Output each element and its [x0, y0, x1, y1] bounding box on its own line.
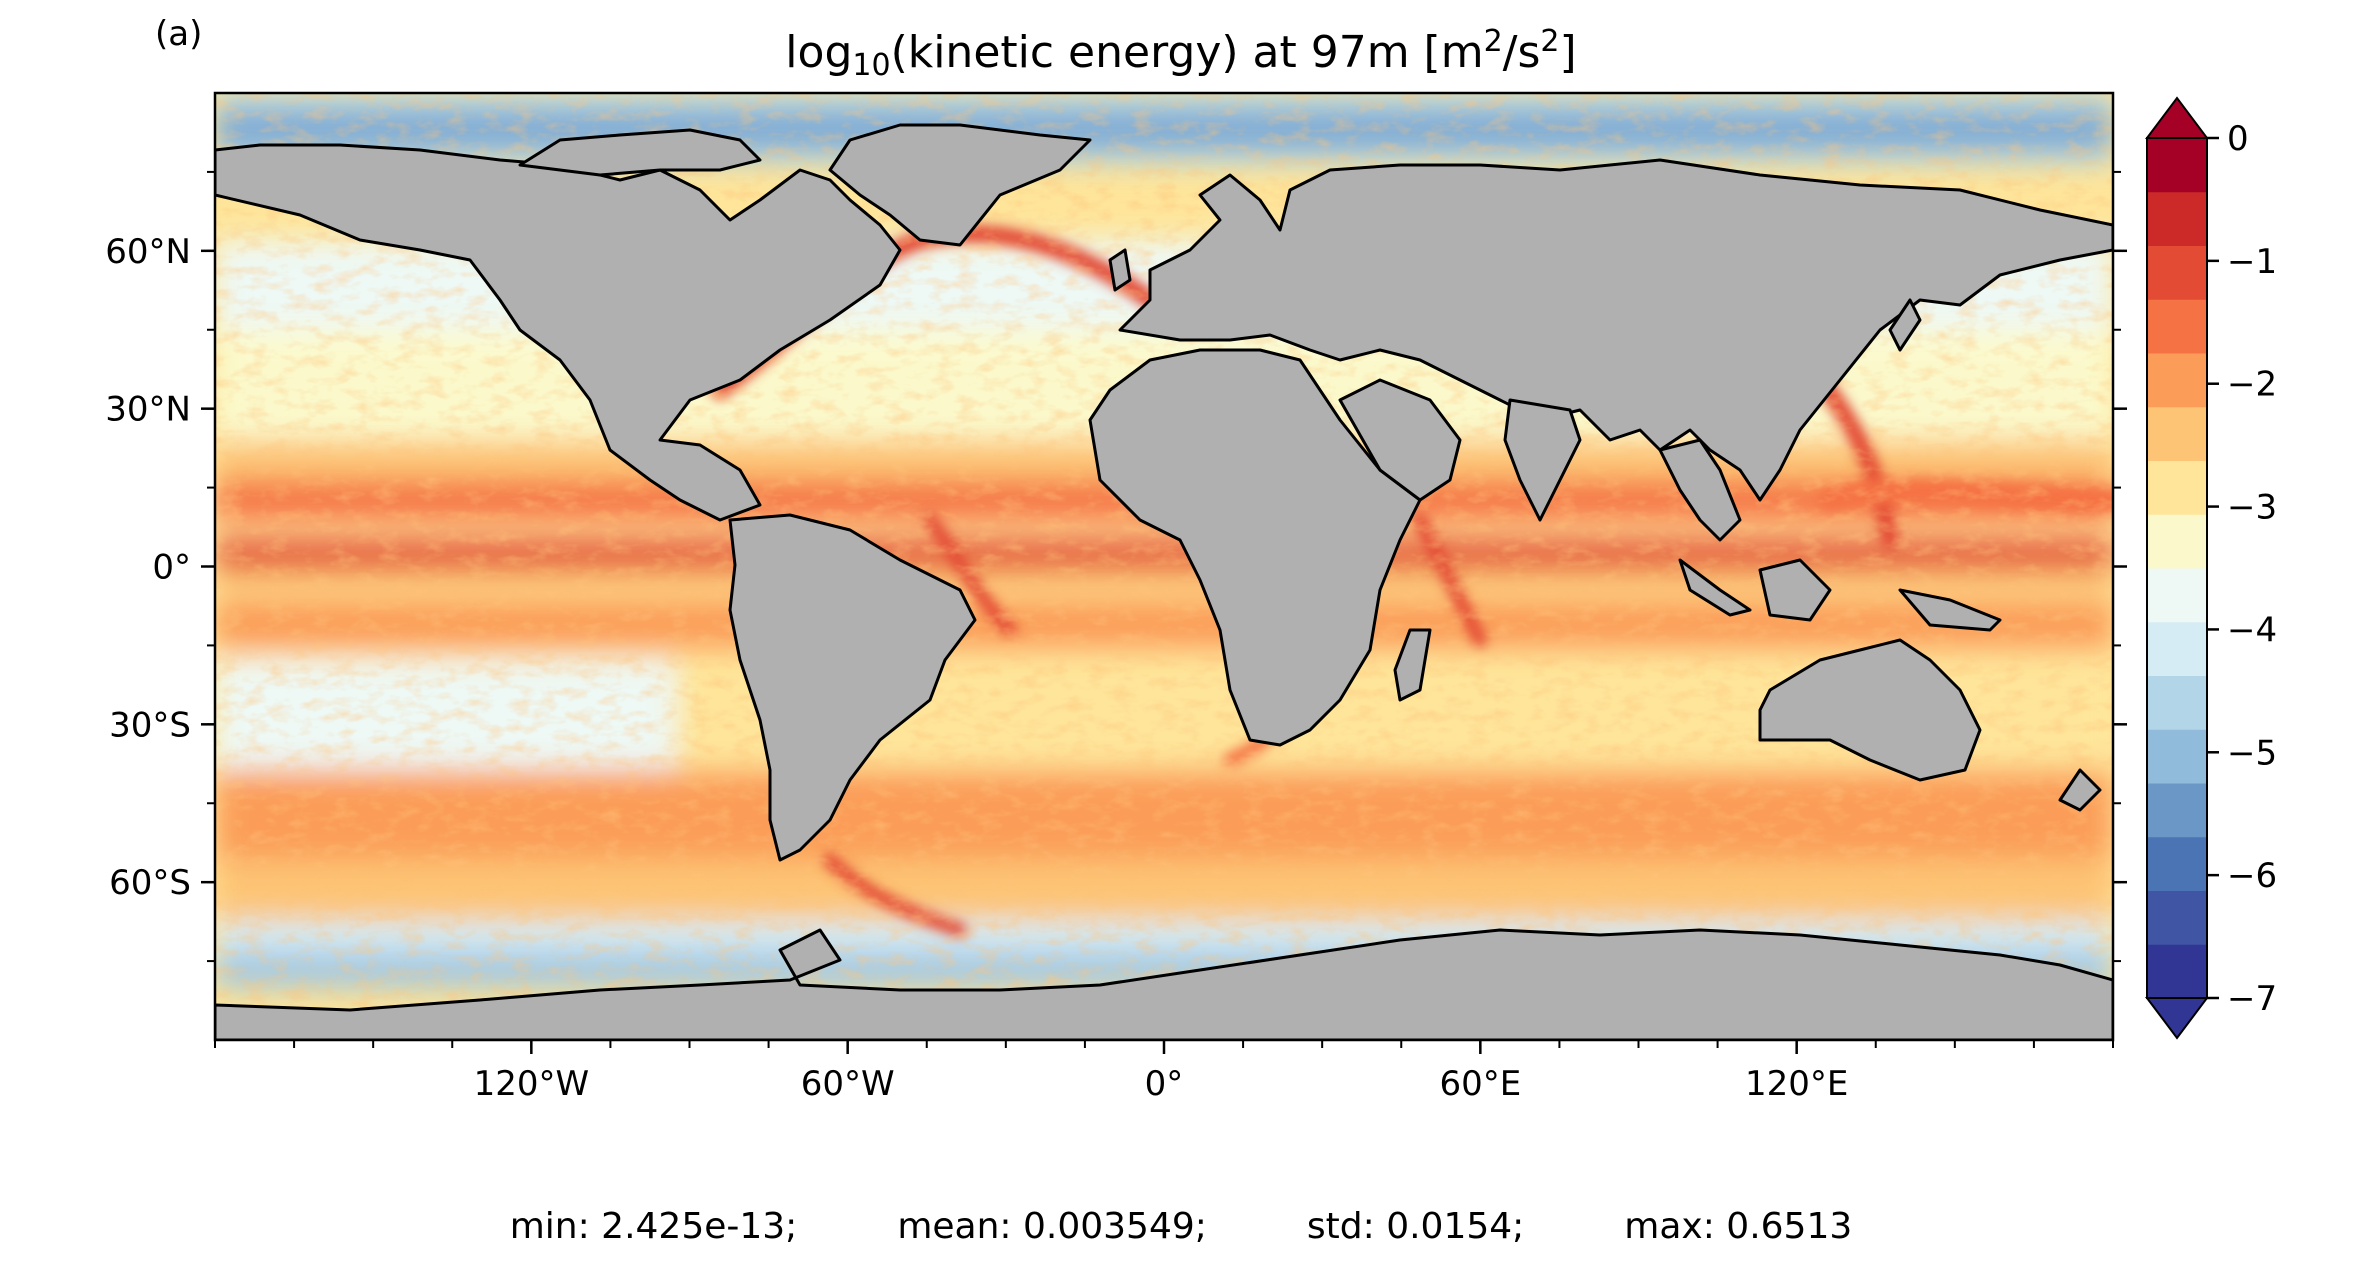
colorbar-tick-label: −6 — [2227, 856, 2277, 896]
colorbar-segment — [2147, 729, 2207, 784]
land-uk — [1108, 248, 1132, 292]
colorbar-segment — [2147, 568, 2207, 623]
colorbar-segment — [2147, 299, 2207, 354]
land-greenland — [828, 123, 1092, 247]
lon-tick-label: 120°E — [1745, 1064, 1848, 1104]
colorbar-segment — [2147, 460, 2207, 515]
colorbar-segment — [2147, 621, 2207, 676]
colorbar-segment — [2147, 406, 2207, 461]
colorbar-tick-label: −1 — [2227, 242, 2277, 282]
colorbar-tick-label: −3 — [2227, 488, 2277, 528]
summary-statistics: min: 2.425e-13; mean: 0.003549; std: 0.0… — [0, 1206, 2362, 1247]
land-south-america — [728, 513, 977, 862]
colorbar-segment — [2147, 138, 2207, 193]
lon-tick-label: 60°W — [801, 1064, 895, 1104]
colorbar-extend-max — [2145, 96, 2209, 139]
title-superscript-2: 2 — [1540, 24, 1560, 59]
land-arctic-islands — [518, 128, 762, 177]
land-antarctica — [215, 928, 2113, 1040]
land-madagascar — [1393, 628, 1432, 702]
land-eurasia — [1118, 158, 2113, 502]
title-prefix: log — [785, 27, 853, 78]
colorbar-extend-min — [2145, 997, 2209, 1040]
title-suffix: ] — [1559, 27, 1577, 78]
colorbar-frame — [2146, 137, 2208, 999]
longitude-ticks: 120°W 60°W 0° 60°E 120°E — [214, 1040, 2114, 1104]
colorbar-segment — [2147, 191, 2207, 246]
colorbar-segment — [2147, 675, 2207, 730]
colorbar-segment — [2147, 944, 2207, 999]
land-india — [1503, 398, 1582, 522]
latitude-ticks: 60°N 30°N 0° 30°S 60°S — [105, 170, 2127, 963]
colorbar-segment — [2147, 514, 2207, 569]
title-subscript: 10 — [852, 48, 891, 83]
colorbar-segment — [2147, 836, 2207, 891]
title-middle: (kinetic energy) at 97m [m — [890, 27, 1484, 78]
colorbar-tick-label: 0 — [2227, 119, 2249, 159]
lon-tick-label: 0° — [1145, 1064, 1184, 1104]
land-southeast-asia — [1658, 438, 1742, 542]
title-mid2: /s — [1502, 27, 1541, 78]
land-masses — [215, 123, 2113, 1040]
stat-std: std: 0.0154; — [1306, 1206, 1525, 1247]
land-new-zealand — [2058, 768, 2102, 812]
colorbar-segment — [2147, 353, 2207, 408]
stat-min: min: 2.425e-13; — [509, 1206, 798, 1247]
lat-tick-label: 30°N — [105, 390, 191, 430]
colorbar-tick-label: −4 — [2227, 610, 2277, 650]
colorbar-segment — [2147, 890, 2207, 945]
land-australia — [1758, 638, 1982, 782]
land-new-guinea — [1898, 588, 2002, 632]
colorbar-tick-label: −7 — [2227, 979, 2277, 1019]
colorbar-segment — [2147, 783, 2207, 838]
land-africa — [1088, 348, 1422, 747]
lon-tick-label: 120°W — [474, 1064, 590, 1104]
land-japan — [1888, 298, 1922, 352]
lon-tick-label: 60°E — [1439, 1064, 1521, 1104]
stat-max: max: 0.6513 — [1624, 1206, 1853, 1247]
lat-tick-label: 60°S — [109, 863, 191, 903]
colorbar: 0 −1 −2 −3 −4 −5 −6 −7 — [2145, 96, 2277, 1040]
land-borneo-sumatra — [1678, 558, 1832, 622]
panel-label: (a) — [155, 14, 203, 54]
lat-tick-label: 60°N — [105, 232, 191, 272]
colorbar-tick-label: −2 — [2227, 365, 2277, 405]
lat-tick-label: 0° — [152, 548, 191, 588]
lat-tick-label: 30°S — [109, 705, 191, 745]
colorbar-segment — [2147, 245, 2207, 300]
title-superscript-1: 2 — [1483, 24, 1503, 59]
map-plot-area — [215, 93, 2113, 1040]
figure-title: log10(kinetic energy) at 97m [m2/s2] — [0, 24, 2362, 83]
colorbar-tick-label: −5 — [2227, 733, 2277, 773]
land-arabia — [1338, 378, 1462, 502]
stat-mean: mean: 0.003549; — [897, 1206, 1207, 1247]
